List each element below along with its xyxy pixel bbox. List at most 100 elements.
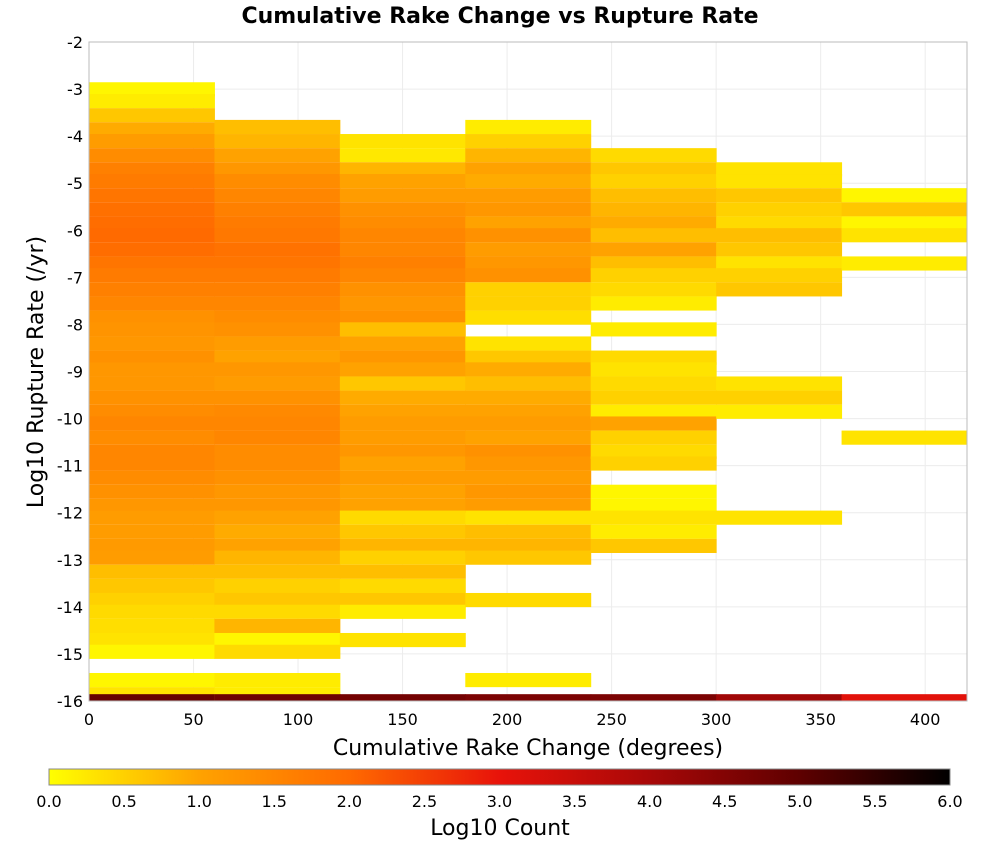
heatmap-cell <box>716 510 843 525</box>
heatmap-cell <box>214 444 341 459</box>
heatmap-cell <box>590 390 717 405</box>
colorbar-tick-label: 1.5 <box>262 792 287 811</box>
heatmap-cell <box>841 430 968 445</box>
heatmap-cell <box>716 282 843 297</box>
heatmap-cell <box>214 242 341 257</box>
heatmap-cell <box>89 604 215 619</box>
heatmap-cell <box>339 564 466 579</box>
heatmap-cell <box>214 268 341 283</box>
heatmap-cell <box>89 216 215 231</box>
heatmap-cell <box>214 362 341 377</box>
heatmap-cell <box>590 148 717 163</box>
heatmap-cell <box>590 510 717 525</box>
heatmap-cell <box>214 618 341 634</box>
colorbar-tick-label: 4.5 <box>712 792 737 811</box>
heatmap-cell <box>214 188 341 203</box>
heatmap-cell <box>339 456 466 471</box>
heatmap-cell <box>590 188 717 203</box>
heatmap-cell <box>339 336 466 351</box>
heatmap-cell <box>89 430 215 445</box>
x-tick-label: 200 <box>492 710 523 729</box>
heatmap-cell <box>339 282 466 297</box>
heatmap-cell <box>465 310 592 325</box>
heatmap-cell <box>465 174 592 189</box>
heatmap-cell <box>214 694 341 702</box>
heatmap-cell <box>716 242 843 257</box>
colorbar-tick-label: 3.5 <box>562 792 587 811</box>
heatmap-cell <box>339 484 466 499</box>
colorbar-tick-label: 0.0 <box>36 792 61 811</box>
heatmap-cell <box>89 456 215 471</box>
heatmap-cell <box>214 510 341 525</box>
heatmap-cell <box>841 694 968 702</box>
heatmap-cell <box>465 296 592 311</box>
heatmap-cell <box>89 148 215 163</box>
heatmap-cell <box>590 350 717 365</box>
heatmap-cell <box>716 376 843 391</box>
heatmap-cell <box>716 694 843 702</box>
heatmap-cell <box>590 430 717 445</box>
plot-border <box>88 41 968 702</box>
heatmap-cell <box>214 564 341 579</box>
heatmap-cell <box>339 202 466 217</box>
heatmap-cell <box>590 444 717 459</box>
heatmap-cell <box>339 362 466 377</box>
heatmap-cell <box>89 550 215 565</box>
heatmap-cell <box>465 498 592 513</box>
y-tick-label: -2 <box>67 33 83 52</box>
heatmap-cell <box>339 430 466 445</box>
x-tick-label: 400 <box>910 710 941 729</box>
colorbar-tick-label: 5.0 <box>787 792 812 811</box>
heatmap-cell <box>716 268 843 283</box>
x-axis-ticks: 0 50 100 150 200 250 300 350 400 <box>84 710 941 729</box>
heatmap-cell <box>89 282 215 297</box>
heatmap-cell <box>339 538 466 553</box>
heatmap-cell <box>339 604 466 619</box>
heatmap-cell <box>214 430 341 445</box>
y-tick-label: -16 <box>57 692 83 711</box>
heatmap-cell <box>590 228 717 243</box>
y-tick-label: -12 <box>57 504 83 523</box>
colorbar-tick-label: 5.5 <box>862 792 887 811</box>
heatmap-cell <box>89 376 215 391</box>
heatmap-cell <box>465 404 592 419</box>
heatmap-cell <box>465 282 592 297</box>
heatmap-cell <box>89 578 215 594</box>
x-tick-label: 250 <box>596 710 627 729</box>
heatmap-cell <box>465 119 592 135</box>
heatmap-cell <box>841 216 968 231</box>
heatmap-cell <box>590 524 717 539</box>
heatmap-cell <box>590 484 717 499</box>
colorbar-tick-label: 0.5 <box>111 792 136 811</box>
heatmap-cell <box>465 268 592 283</box>
heatmap-cell <box>339 174 466 189</box>
x-tick-label: 100 <box>283 710 314 729</box>
x-tick-label: 50 <box>183 710 203 729</box>
heatmap-cell <box>89 470 215 485</box>
heatmap-cell <box>89 94 215 109</box>
heatmap-cell <box>465 416 592 431</box>
heatmap-cell <box>590 256 717 271</box>
heatmap-cell <box>214 216 341 231</box>
heatmap-cell <box>214 336 341 351</box>
heatmap-cell <box>841 188 968 203</box>
y-tick-label: -4 <box>67 127 83 146</box>
heatmap-cell <box>339 550 466 565</box>
heatmap-cell <box>89 174 215 189</box>
y-tick-label: -14 <box>57 598 83 617</box>
heatmap-cell <box>339 578 466 594</box>
heatmap-cell <box>339 242 466 257</box>
heatmap-cell <box>339 694 466 702</box>
heatmap-cell <box>89 510 215 525</box>
heatmap-cell <box>89 694 215 702</box>
y-tick-label: -10 <box>57 410 83 429</box>
heatmap-cell <box>214 416 341 431</box>
colorbar-tick-label: 6.0 <box>937 792 962 811</box>
x-tick-label: 350 <box>805 710 836 729</box>
heatmap-cell <box>214 390 341 405</box>
heatmap-cell <box>214 456 341 471</box>
heatmap-cell <box>214 404 341 419</box>
heatmap-cell <box>89 296 215 311</box>
heatmap-cell <box>465 362 592 377</box>
